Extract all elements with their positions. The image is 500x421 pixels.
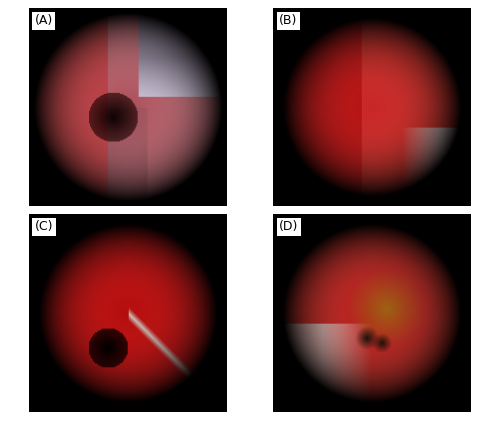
Text: (B): (B) [279, 14, 297, 27]
Text: (C): (C) [34, 221, 53, 233]
Text: (A): (A) [34, 14, 53, 27]
Text: (D): (D) [279, 221, 298, 233]
